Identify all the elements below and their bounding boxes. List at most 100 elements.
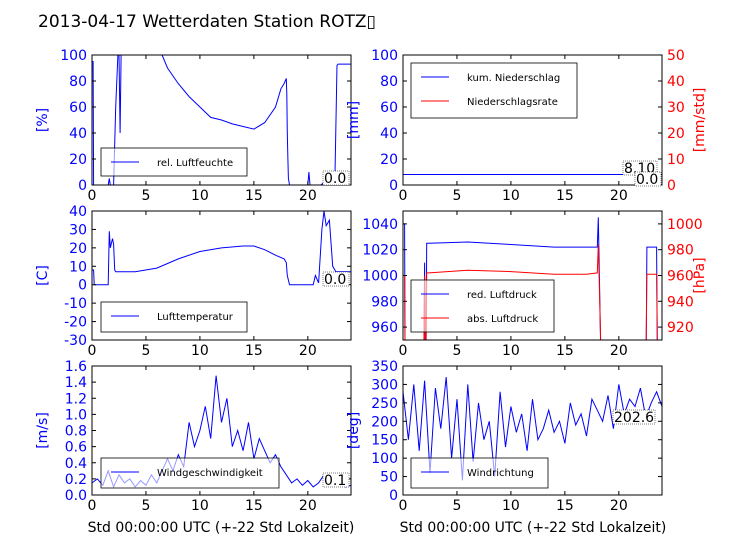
x-tick-label: 5 [452, 498, 461, 514]
plot-frame [402, 54, 663, 186]
y-axis-label: [deg] [346, 412, 362, 449]
x-tick-label: 10 [191, 188, 209, 204]
x-tick-label: 0 [399, 498, 408, 514]
x-tick-label: 20 [610, 498, 628, 514]
y-tick-label: 40 [69, 126, 87, 142]
series-line-wind-direction-0 [403, 377, 662, 481]
legend-entry: kum. Niederschlag [467, 73, 560, 84]
panel-humidity: 0 5 10 15 20 0 20 40 60 80 100 [%] rel. Luftfeuchte 0… [35, 48, 352, 204]
x-tick-label: 10 [191, 498, 209, 514]
y-tick-label: 80 [380, 74, 398, 90]
x-tick-label: 20 [299, 343, 317, 359]
y-tick-label: 80 [69, 74, 87, 90]
x-tick-label: 0 [399, 343, 408, 359]
y-tick-label: 60 [69, 100, 87, 116]
value-label: 0.0 [324, 171, 346, 187]
y-tick-label: 250 [371, 396, 398, 412]
y-tick-label-right: 1000 [667, 217, 703, 233]
y-axis-label: [%] [35, 108, 51, 132]
y-tick-label: 0 [389, 488, 398, 504]
x-tick-label: 20 [610, 343, 628, 359]
legend-entry: Windrichtung [467, 468, 534, 479]
plot-frame [402, 365, 663, 496]
value-label-box [322, 170, 350, 186]
x-tick-label: 15 [245, 188, 263, 204]
y-tick-label-right: 50 [667, 48, 685, 64]
legend-entry: Lufttemperatur [157, 312, 234, 323]
legend-entry: Niederschlagsrate [467, 97, 558, 108]
y-tick-label: 20 [69, 241, 87, 257]
y-tick-label: 50 [380, 470, 398, 486]
y-tick-label-right: 30 [667, 100, 685, 116]
x-tick-label: 10 [191, 343, 209, 359]
x-tick-label: 15 [556, 498, 574, 514]
y-tick-label: 20 [69, 152, 87, 168]
y-tick-label: 0.0 [65, 488, 87, 504]
y-tick-label-right: 980 [667, 243, 694, 259]
y-tick-label-right: 20 [667, 126, 685, 142]
panel-temperature: 0 5 10 15 20 -30 -20 -10 0 10 20 30 40 [C] Lufttempera… [35, 204, 352, 359]
y-tick-label: 0 [78, 178, 87, 194]
y-tick-label: -10 [64, 296, 87, 312]
figure-title: 2013-04-17 Wetterdaten Station ROTZ▯ [38, 12, 376, 32]
y-axis-label: [C] [35, 265, 51, 286]
x-tick-label: 15 [556, 343, 574, 359]
y-tick-label: 100 [371, 48, 398, 64]
y-axis-label-right: [mm/std] [692, 88, 708, 153]
series-line-humidity-0 [92, 55, 351, 185]
x-tick-label: 20 [299, 188, 317, 204]
y-tick-label: 1020 [362, 243, 398, 259]
y-tick-label: 100 [371, 451, 398, 467]
value-label: 202.6 [614, 410, 654, 426]
panel-precipitation: 0 5 10 15 20 0 20 40 60 80 100 0 10 20 30 40 50 [mm] [mm/s… [346, 48, 708, 204]
x-axis-label-left: Std 00:00:00 UTC (+-22 Std Lokalzeit) [88, 520, 355, 536]
y-tick-label-right: 40 [667, 74, 685, 90]
x-tick-label: 0 [88, 343, 97, 359]
y-tick-label-right: 10 [667, 152, 685, 168]
value-label-box [612, 409, 656, 425]
value-label: 0.0 [636, 172, 658, 188]
x-tick-label: 15 [245, 343, 263, 359]
y-axis-label: [m/s] [35, 412, 51, 449]
x-tick-label: 0 [88, 498, 97, 514]
y-tick-label: 1.6 [65, 359, 87, 375]
y-tick-label: 1000 [362, 269, 398, 285]
x-tick-label: 5 [141, 343, 150, 359]
series-line-temperature-0 [92, 211, 351, 286]
y-tick-label: 1.4 [65, 375, 87, 391]
y-tick-label: 350 [371, 359, 398, 375]
x-tick-label: 5 [452, 188, 461, 204]
x-tick-label: 5 [452, 343, 461, 359]
y-tick-label: 20 [380, 152, 398, 168]
y-tick-label-right: 920 [667, 320, 694, 336]
value-label-box [322, 472, 350, 488]
panel-wind-speed: 0 5 10 15 20 0.00.20.40.60.81.01.21.41.6 [m/s]… [35, 359, 352, 514]
y-tick-label: 0 [78, 278, 87, 294]
legend-entry: abs. Luftdruck [467, 314, 538, 325]
value-label-box [322, 271, 350, 287]
x-tick-label: 20 [610, 188, 628, 204]
y-tick-label: -30 [64, 333, 87, 349]
y-tick-label-right: 940 [667, 294, 694, 310]
legend-box [410, 457, 549, 489]
x-tick-label: 5 [141, 188, 150, 204]
y-tick-label: 980 [371, 294, 398, 310]
y-tick-label: 0.4 [65, 456, 87, 472]
x-tick-label: 0 [88, 188, 97, 204]
y-tick-label: 10 [69, 259, 87, 275]
x-tick-label: 5 [141, 498, 150, 514]
y-tick-label: 960 [371, 320, 398, 336]
y-tick-label: 150 [371, 433, 398, 449]
y-tick-label: 40 [380, 126, 398, 142]
legend-entry: rel. Luftfeuchte [157, 158, 233, 169]
y-tick-label: 300 [371, 377, 398, 393]
y-axis-label: [mm] [346, 101, 362, 139]
legend-box [100, 301, 248, 333]
legend-entry: red. Luftdruck [467, 290, 537, 301]
y-tick-label: 1.2 [65, 391, 87, 407]
x-axis-label-right: Std 00:00:00 UTC (+-22 Std Lokalzeit) [400, 520, 667, 536]
y-tick-label: 1040 [362, 217, 398, 233]
x-tick-label: 10 [502, 498, 520, 514]
